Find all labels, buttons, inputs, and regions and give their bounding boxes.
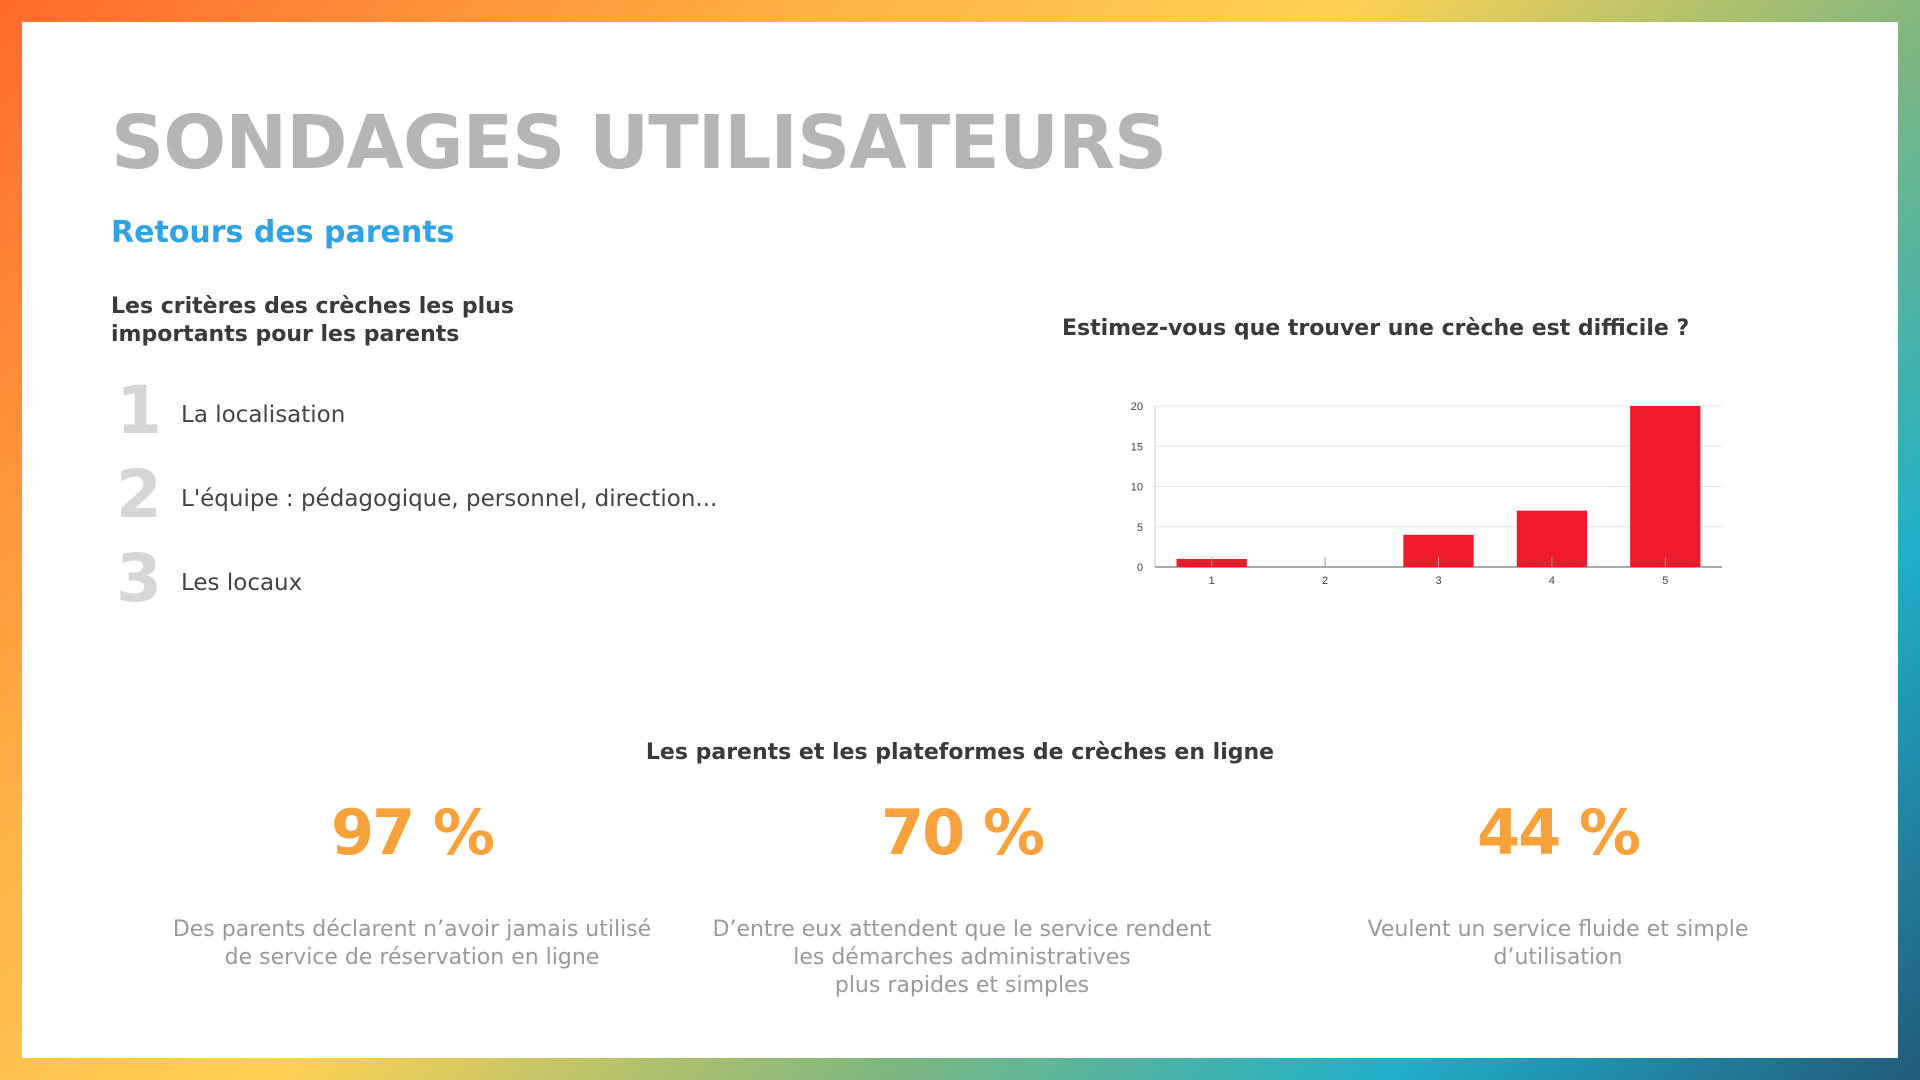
stat-card: 97 % Des parents déclarent n’avoir jamai… — [132, 802, 692, 972]
slide: SONDAGES UTILISATEURS Retours des parent… — [22, 22, 1898, 1058]
rank-label: Les locaux — [181, 570, 303, 596]
stat-description: D’entre eux attendent que le service ren… — [712, 917, 1212, 998]
y-tick-label: 0 — [1137, 562, 1143, 574]
stat-value: 97 % — [331, 796, 495, 869]
x-tick-label: 1 — [1209, 575, 1215, 587]
x-tick-label: 2 — [1322, 575, 1328, 587]
stat-value: 44 % — [1477, 796, 1641, 869]
rank-label: L'équipe : pédagogique, personnel, direc… — [181, 486, 718, 512]
y-tick-label: 5 — [1137, 522, 1143, 534]
rank-number: 2 — [116, 456, 162, 533]
criteria-list: 1 La localisation 2 L'équipe : pédagogiq… — [114, 378, 814, 642]
x-tick-label: 3 — [1435, 575, 1441, 587]
stat-description: Veulent un service fluide et simple d’ut… — [1367, 917, 1749, 970]
y-tick-label: 10 — [1131, 482, 1143, 494]
x-tick-label: 5 — [1662, 575, 1668, 587]
stats-row: 97 % Des parents déclarent n’avoir jamai… — [22, 802, 1898, 1022]
criteria-item: 1 La localisation — [114, 378, 814, 474]
stat-description: Des parents déclarent n’avoir jamais uti… — [172, 917, 652, 970]
stat-value: 70 % — [881, 796, 1045, 869]
page-subtitle: Retours des parents — [111, 215, 455, 250]
rank-label: La localisation — [181, 402, 346, 428]
y-tick-label: 15 — [1131, 441, 1143, 453]
stat-card: 70 % D’entre eux attendent que le servic… — [682, 802, 1242, 1000]
criteria-title: Les critères des crèches les plus import… — [111, 294, 514, 347]
y-tick-label: 20 — [1131, 401, 1143, 413]
chart-title: Estimez-vous que trouver une crèche est … — [1062, 316, 1690, 341]
page-title: SONDAGES UTILISATEURS — [111, 100, 1167, 186]
rank-number: 1 — [116, 372, 162, 449]
criteria-item: 3 Les locaux — [114, 546, 814, 642]
stat-card: 44 % Veulent un service fluide et simple… — [1278, 802, 1838, 972]
bar-chart: 0 5 10 15 20 1 2 3 4 5 — [1131, 401, 1722, 587]
platforms-title: Les parents et les plateformes de crèche… — [645, 740, 1275, 765]
criteria-item: 2 L'équipe : pédagogique, personnel, dir… — [114, 462, 814, 558]
rank-number: 3 — [116, 540, 162, 617]
chart-bar — [1630, 406, 1701, 567]
x-tick-label: 4 — [1549, 575, 1555, 587]
